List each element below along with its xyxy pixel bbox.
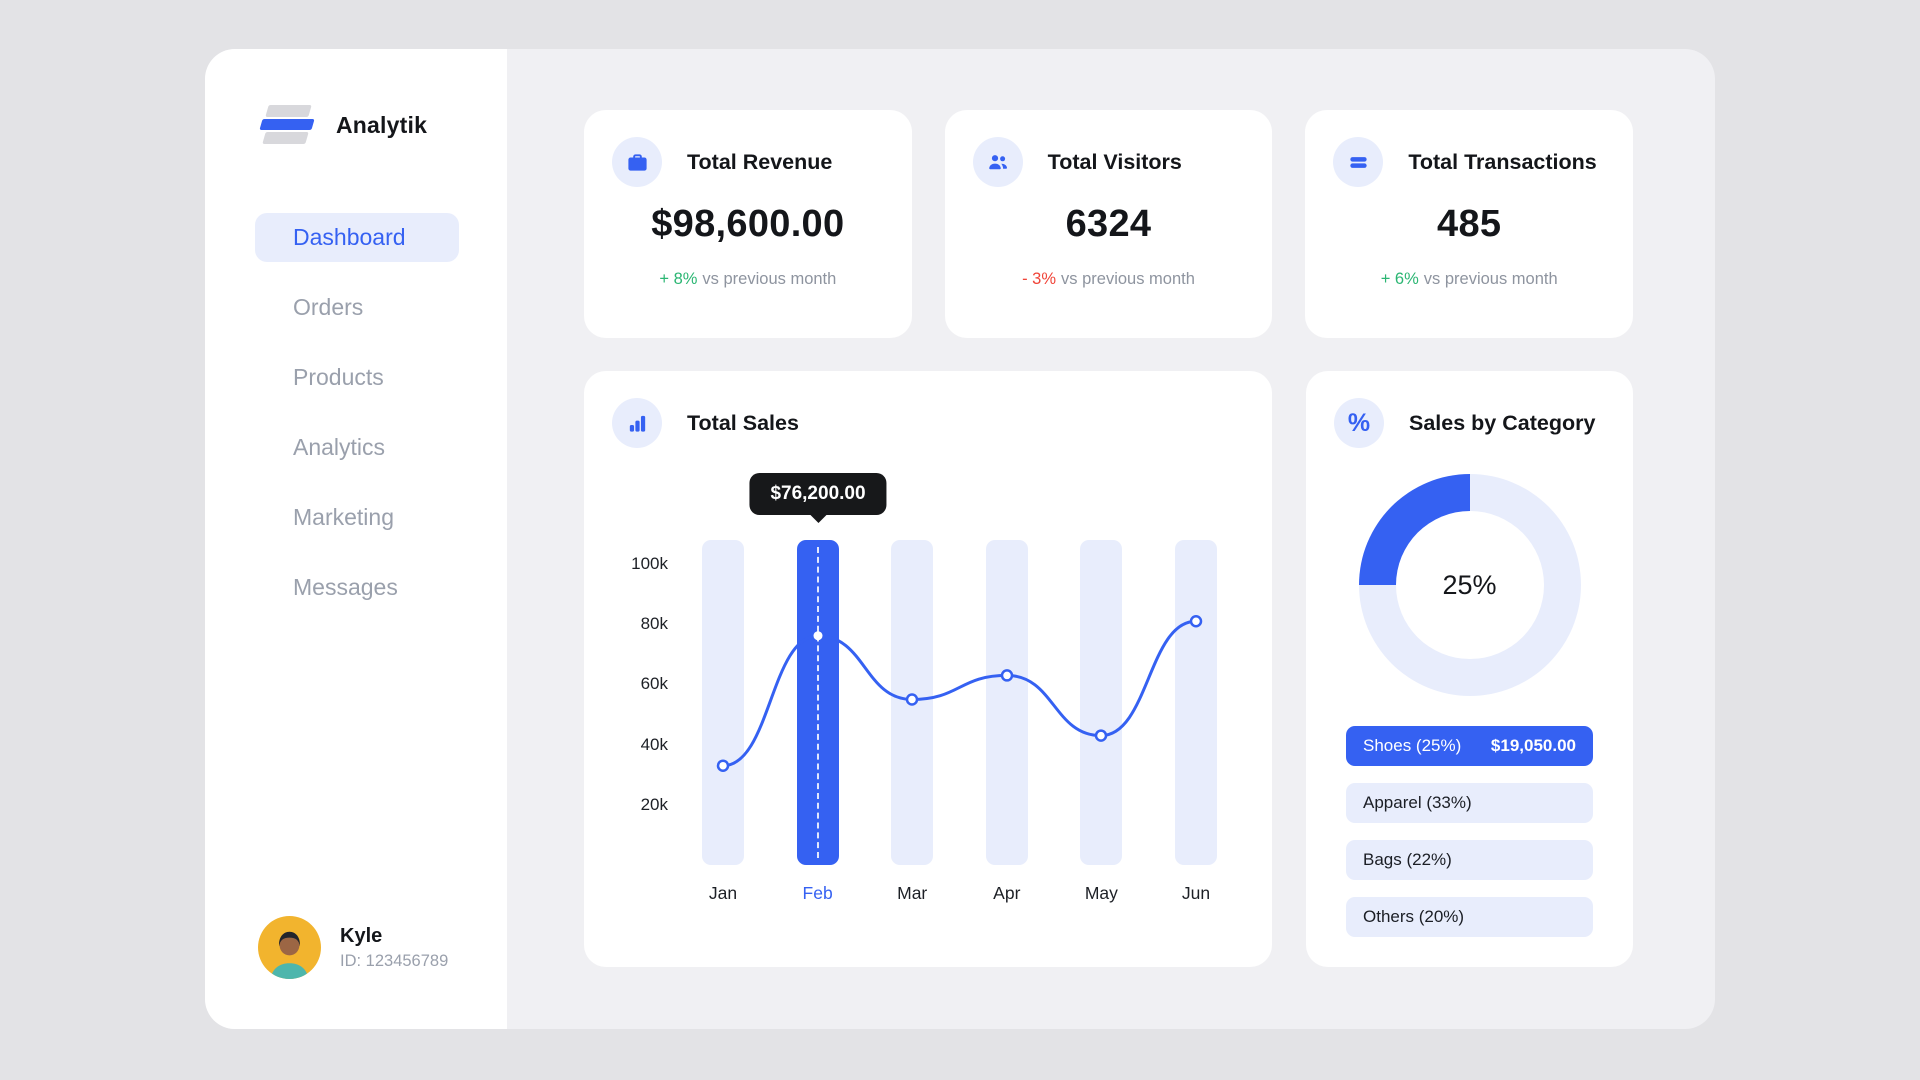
- category-card-header: % Sales by Category: [1334, 398, 1605, 448]
- category-list: Shoes (25%) $19,050.00 Apparel (33%) Bags (…: [1346, 726, 1593, 937]
- app-logo-icon: [259, 105, 315, 145]
- chart-plot-area: Jan Feb Mar Apr May Jun: [702, 540, 1217, 903]
- stat-title: Total Revenue: [687, 149, 833, 174]
- user-profile[interactable]: Kyle ID: 123456789: [258, 916, 448, 979]
- stats-row: Total Revenue $98,600.00 + 8% vs previous m…: [584, 110, 1634, 338]
- stat-delta: - 3%: [1022, 270, 1057, 288]
- category-label: Shoes (25%): [1363, 736, 1462, 755]
- sales-by-category-card: % Sales by Category 25% Shoes (25%) $19,0…: [1306, 371, 1633, 967]
- sidebar-nav: Dashboard Orders Products Analytics Marketin…: [255, 213, 459, 612]
- sidebar-item-marketing[interactable]: Marketing: [293, 504, 394, 530]
- user-id: ID: 123456789: [340, 951, 449, 970]
- stat-card-total-revenue: Total Revenue $98,600.00 + 8% vs previous m…: [584, 110, 912, 338]
- total-sales-card: Total Sales 100k 80k 60k 40k 20k Jan Feb Mar Apr…: [584, 371, 1272, 967]
- stat-card-total-visitors: Total Visitors 6324 - 3% vs previous month: [944, 110, 1273, 338]
- sidebar: Analytik Dashboard Orders Products Analytic…: [205, 49, 507, 1029]
- app-shell: Analytik Dashboard Orders Products Analytic…: [205, 49, 1715, 1029]
- chart-tooltip: $76,200.00: [749, 473, 887, 515]
- brand: Analytik: [205, 49, 507, 145]
- avatar: [258, 916, 321, 979]
- stat-title: Total Visitors: [1047, 149, 1182, 174]
- stat-value: 6324: [1065, 203, 1152, 245]
- sales-card-header: Total Sales: [612, 398, 1244, 448]
- chart-column-feb[interactable]: Feb: [796, 540, 839, 903]
- chart-column-may[interactable]: May: [1080, 540, 1123, 903]
- total-sales-chart: 100k 80k 60k 40k 20k Jan Feb Mar Apr May Jun $76,20…: [612, 461, 1244, 911]
- stat-note: + 8% vs previous month: [612, 270, 884, 289]
- user-name: Kyle: [340, 924, 383, 947]
- percent-icon: %: [1334, 398, 1384, 448]
- sidebar-item-messages[interactable]: Messages: [293, 574, 398, 600]
- sales-card-title: Total Sales: [687, 410, 799, 435]
- main-content: Total Revenue $98,600.00 + 8% vs previous m…: [507, 49, 1715, 1029]
- stat-note: - 3% vs previous month: [973, 270, 1245, 289]
- x-axis-label-mar: Mar: [897, 883, 928, 903]
- x-axis-label-feb: Feb: [802, 883, 833, 903]
- sidebar-item-products[interactable]: Products: [293, 364, 384, 390]
- category-row-bags[interactable]: Bags (22%): [1346, 840, 1593, 880]
- category-donut-chart: 25%: [1358, 474, 1581, 696]
- chart-column-mar[interactable]: Mar: [891, 540, 934, 903]
- category-row-shoes[interactable]: Shoes (25%) $19,050.00: [1346, 726, 1593, 766]
- chart-column-jan[interactable]: Jan: [702, 540, 744, 903]
- logo-bar-top: [265, 105, 312, 117]
- y-axis-tick: 40k: [640, 734, 668, 754]
- sidebar-item-analytics[interactable]: Analytics: [293, 434, 386, 460]
- stat-note-text: vs previous month: [1061, 270, 1195, 288]
- app-title: Analytik: [336, 111, 428, 138]
- transactions-icon: [1333, 137, 1384, 187]
- sidebar-item-orders[interactable]: Orders: [293, 294, 364, 320]
- y-axis-tick: 100k: [631, 554, 668, 574]
- category-label: Bags (22%): [1363, 850, 1452, 869]
- sidebar-item-dashboard[interactable]: Dashboard: [255, 213, 459, 262]
- y-axis-tick: 20k: [640, 794, 668, 814]
- stat-note-text: vs previous month: [702, 270, 837, 288]
- x-axis-label-apr: Apr: [993, 883, 1021, 903]
- stat-value: $98,600.00: [651, 203, 845, 245]
- stat-card-header: Total Transactions: [1333, 137, 1605, 187]
- category-label: Apparel (33%): [1363, 793, 1472, 812]
- visitors-icon: [972, 137, 1023, 187]
- stat-card-header: Total Revenue: [612, 137, 884, 187]
- x-axis-label-jan: Jan: [708, 883, 738, 903]
- stat-title: Total Transactions: [1408, 149, 1597, 174]
- donut-center-label: 25%: [1442, 569, 1497, 600]
- y-axis-tick: 80k: [640, 614, 668, 634]
- logo-bar-bottom: [262, 132, 309, 144]
- y-axis-tick: 60k: [640, 674, 668, 694]
- chart-column-apr[interactable]: Apr: [985, 540, 1028, 903]
- category-row-others[interactable]: Others (20%): [1346, 897, 1593, 937]
- category-label: Others (20%): [1363, 907, 1465, 926]
- stat-value: 485: [1437, 203, 1502, 245]
- stat-note: + 6% vs previous month: [1333, 270, 1605, 289]
- category-amount: $19,050.00: [1490, 736, 1576, 755]
- x-axis-label-jun: Jun: [1181, 883, 1211, 903]
- stat-note-text: vs previous month: [1423, 270, 1558, 288]
- chart-column-jun[interactable]: Jun: [1174, 540, 1217, 903]
- category-card-title: Sales by Category: [1409, 410, 1596, 435]
- logo-bar-middle: [259, 119, 315, 130]
- highlight-dashed-line: [816, 547, 819, 858]
- charts-row: Total Sales 100k 80k 60k 40k 20k Jan Feb Mar Apr…: [584, 371, 1633, 967]
- stat-delta: + 6%: [1380, 270, 1419, 288]
- x-axis-label-may: May: [1084, 883, 1118, 903]
- donut-wrap: 25%: [1334, 474, 1605, 696]
- user-meta: Kyle ID: 123456789: [340, 925, 448, 971]
- stat-delta: + 8%: [659, 270, 698, 288]
- stat-card-header: Total Visitors: [972, 137, 1245, 187]
- briefcase-icon: [612, 137, 662, 187]
- donut-center: 25%: [1395, 511, 1544, 659]
- stat-card-total-transactions: Total Transactions 485 + 6% vs previous mon…: [1305, 110, 1634, 338]
- category-row-apparel[interactable]: Apparel (33%): [1346, 783, 1593, 823]
- bar-chart-icon: [612, 398, 662, 448]
